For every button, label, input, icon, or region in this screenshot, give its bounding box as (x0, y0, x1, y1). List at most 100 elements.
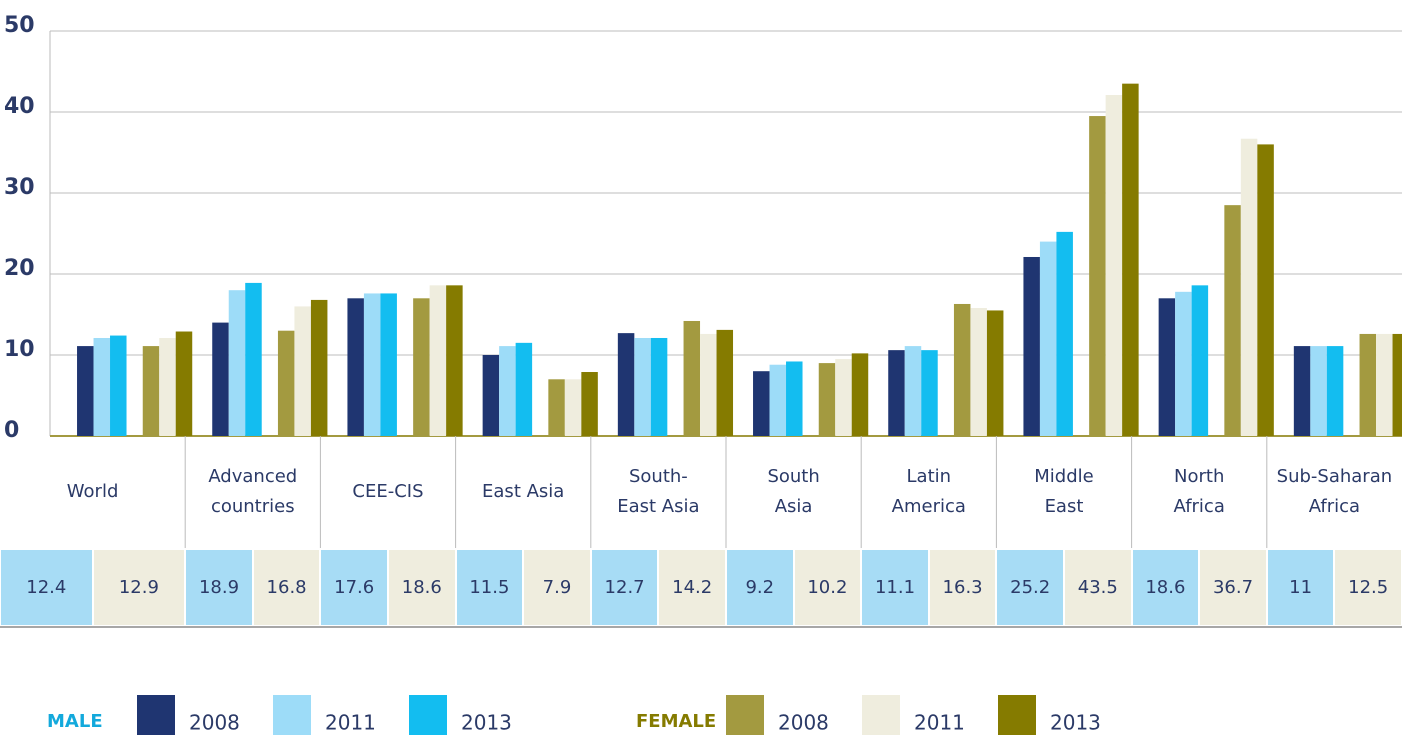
bar (93, 337, 111, 436)
bar (175, 331, 193, 436)
legend-label: 2008 (189, 711, 240, 735)
bar (1293, 346, 1311, 436)
category-label: South- East Asia (617, 466, 700, 517)
bar (548, 379, 565, 436)
legend-label: 2013 (461, 711, 512, 735)
bar (986, 310, 1004, 436)
legend-group-label: MALE (47, 711, 103, 732)
bar (212, 322, 229, 436)
table-cell: 16.3 (929, 550, 996, 625)
legend-swatch (998, 695, 1036, 735)
bar (753, 371, 770, 436)
bar (953, 303, 971, 436)
table-cell: 16.8 (253, 550, 320, 625)
bar (110, 335, 127, 436)
bar (1056, 231, 1073, 436)
bar (1257, 144, 1274, 436)
bar (581, 372, 598, 436)
bar (634, 337, 651, 436)
table-cell: 9.2 (727, 550, 793, 625)
bar (482, 355, 500, 436)
bar (650, 337, 668, 436)
bar (1326, 346, 1344, 436)
table-cell: 11 (1267, 550, 1334, 625)
category-label: Advanced countries (208, 466, 298, 517)
bar (970, 308, 987, 436)
bar (429, 285, 447, 436)
category-label: CEE-CIS (352, 481, 424, 502)
category-label: Sub-Saharan Africa (1276, 466, 1393, 517)
legend-swatch (137, 695, 175, 735)
category-label: Middle East (1034, 466, 1094, 517)
bar (499, 346, 516, 436)
y-tick-label: 40 (4, 94, 35, 119)
table-cell: 12.4 (1, 550, 92, 625)
bar (921, 350, 938, 436)
bar (1158, 298, 1176, 436)
bar (700, 333, 717, 436)
bar (1105, 94, 1123, 437)
bar (347, 298, 364, 436)
bar (277, 330, 295, 436)
table-cell: 12.7 (591, 550, 658, 625)
table-cell: 17.6 (321, 550, 387, 625)
bar (1039, 241, 1057, 436)
bar (851, 353, 869, 436)
bar (245, 282, 262, 436)
y-tick-label: 0 (4, 418, 19, 443)
table-cell: 11.5 (456, 550, 523, 625)
bar (363, 293, 381, 436)
bar (159, 337, 176, 436)
table-cell: 12.5 (1335, 550, 1401, 625)
bar (564, 379, 582, 436)
table-cell: 36.7 (1200, 550, 1266, 625)
y-tick-label: 50 (4, 13, 35, 38)
bar (716, 329, 734, 436)
bar (617, 333, 635, 436)
y-tick-label: 30 (4, 175, 35, 200)
bar (294, 306, 311, 436)
table-cell: 18.9 (186, 550, 252, 625)
bar (683, 320, 701, 436)
bar (228, 290, 246, 436)
table-cell: 12.9 (93, 550, 185, 625)
bar (142, 346, 160, 436)
bar (77, 346, 94, 436)
category-label: World (66, 481, 119, 502)
bar (1376, 333, 1393, 436)
bar (310, 299, 328, 436)
bar (1224, 205, 1241, 436)
category-label: North Africa (1173, 466, 1225, 517)
bar (1023, 256, 1040, 436)
bar (1175, 291, 1192, 436)
legend-label: 2011 (325, 711, 376, 735)
bar (786, 361, 803, 436)
bar (446, 285, 463, 436)
bar (1191, 285, 1209, 436)
table-cell: 7.9 (524, 550, 590, 625)
category-label: Latin America (891, 466, 966, 517)
table-cell: 43.5 (1065, 550, 1131, 625)
bar (1392, 333, 1402, 436)
category-label: East Asia (482, 481, 565, 502)
table-cell: 10.2 (794, 550, 861, 625)
bar (1240, 138, 1258, 437)
table-cell: 18.6 (1132, 550, 1199, 625)
bar (413, 298, 430, 436)
bar (1310, 346, 1327, 436)
y-tick-label: 20 (4, 256, 35, 281)
bar (1359, 333, 1377, 436)
legend-label: 2008 (778, 711, 829, 735)
bar (1122, 83, 1139, 437)
legend-group-label: FEMALE (636, 711, 716, 732)
legend-label: 2013 (1050, 711, 1101, 735)
table-cell: 25.2 (997, 550, 1063, 625)
bar (1089, 116, 1106, 437)
table-cell: 14.2 (659, 550, 725, 625)
bar (380, 293, 397, 436)
legend-swatch (273, 695, 311, 735)
legend-swatch (726, 695, 764, 735)
y-tick-label: 10 (4, 337, 35, 362)
